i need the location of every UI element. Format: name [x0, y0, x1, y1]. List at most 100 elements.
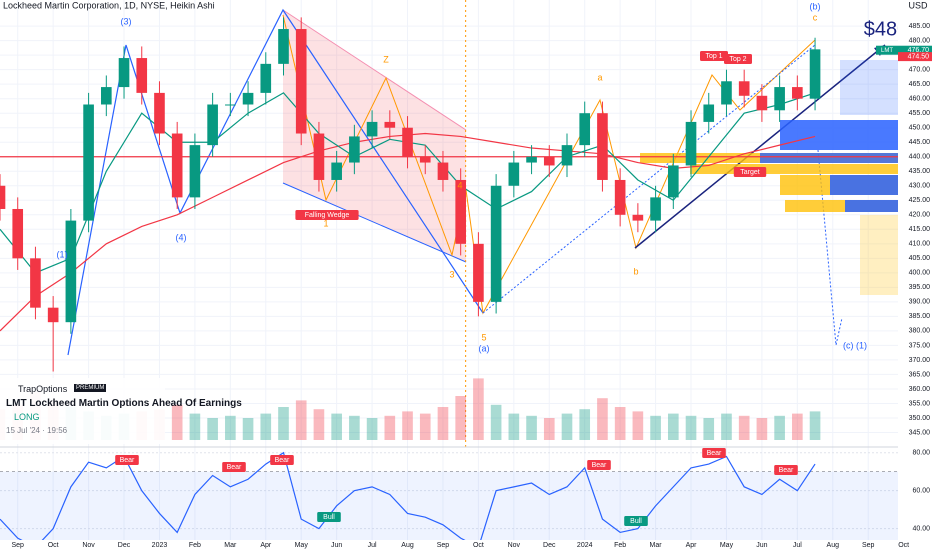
x-tick-label: Apr: [260, 542, 272, 549]
candle-body: [419, 156, 431, 163]
y-tick-label: 435.00: [909, 168, 931, 175]
grid: [0, 0, 905, 540]
volume-bar: [756, 418, 768, 440]
annotation: 4: [457, 180, 462, 190]
tag: Bear: [779, 467, 794, 474]
candle-body: [331, 162, 342, 180]
idea-author: TrapOptions: [18, 384, 68, 394]
y-tick-label: 440.00: [909, 154, 931, 161]
x-tick-label: Oct: [898, 542, 909, 549]
y-tick-label: 465.00: [909, 81, 931, 88]
volume-bar: [774, 415, 785, 440]
annotation: (1): [57, 249, 68, 259]
candle-body: [597, 113, 608, 180]
candle-body: [225, 104, 236, 106]
x-tick-label: 2024: [577, 542, 593, 549]
y-tick-label: 470.00: [909, 67, 931, 74]
x-tick-label: Dec: [118, 542, 131, 549]
tag: Bear: [707, 450, 722, 457]
y-tick-label: 350.00: [909, 415, 931, 422]
x-tick-label: May: [295, 542, 309, 549]
candle-body: [366, 121, 378, 137]
volume-bar: [189, 413, 201, 440]
candle-body: [30, 258, 41, 308]
x-tick-label: Mar: [650, 542, 663, 549]
candle-body: [83, 104, 94, 221]
symbol-tag: LMT: [881, 48, 893, 54]
candle-body: [136, 58, 148, 93]
candle-body: [738, 81, 750, 96]
volume-bar: [313, 409, 325, 440]
candle-body: [384, 121, 396, 128]
x-tick-label: Sep: [437, 542, 450, 549]
candle-body: [0, 185, 6, 209]
tag-bg: [270, 455, 294, 465]
candle-body: [295, 29, 307, 134]
x-tick-label: Mar: [224, 542, 237, 549]
tag: Bear: [592, 462, 607, 469]
tag: Bear: [227, 464, 242, 471]
volume-bar: [278, 407, 289, 440]
x-tick-label: Jul: [368, 542, 377, 549]
y-tick-label: 410.00: [909, 241, 931, 248]
y-tick-label: 395.00: [909, 284, 931, 291]
annotation: a: [597, 72, 602, 82]
volume-bar: [792, 413, 803, 440]
y-tick-label: 425.00: [909, 197, 931, 204]
y-tick-label: 400.00: [909, 270, 931, 277]
candle-body: [260, 63, 272, 93]
volume-bar: [171, 404, 183, 440]
volume-bar: [242, 418, 254, 440]
volume-profile: [640, 60, 898, 295]
candle-body: [543, 156, 555, 166]
y-tick-label: 370.00: [909, 357, 931, 364]
annotation: 3: [449, 269, 454, 279]
tag: Bull: [630, 518, 642, 525]
y-tick-label: 380.00: [909, 328, 931, 335]
volume-bar: [650, 415, 661, 440]
tag-bg: [587, 460, 611, 470]
candle-body: [437, 162, 449, 180]
idea-direction: LONG: [14, 412, 40, 422]
wedge-line: [282, 9, 467, 131]
y-tick-label: 405.00: [909, 255, 931, 262]
annotation: 5: [481, 332, 486, 342]
candle-body: [455, 179, 466, 244]
x-tick-label: Jul: [793, 542, 802, 549]
candle-body: [242, 92, 254, 105]
price-tag-bg: [898, 52, 932, 62]
y-tick-label: 360.00: [909, 386, 931, 393]
candle-body: [703, 104, 715, 122]
volume-bar: [437, 407, 449, 440]
rsi-tick-label: 40.00: [912, 525, 930, 532]
volume-bar: [419, 413, 431, 440]
candle-body: [278, 29, 289, 64]
x-tick-label: Nov: [82, 542, 95, 549]
candle-body: [685, 121, 697, 166]
x-tick-label: Jun: [331, 542, 342, 549]
volume-bar: [473, 378, 484, 440]
tag-bg: [774, 465, 798, 475]
candle-body: [402, 127, 413, 157]
candle-body: [313, 133, 325, 180]
volume-bar: [384, 415, 396, 440]
x-tick-label: Sep: [11, 542, 24, 549]
candle-body: [650, 197, 661, 221]
volume-bar: [331, 413, 342, 440]
tag: Top 1: [705, 53, 722, 60]
x-tick-label: Apr: [686, 542, 698, 549]
rsi-tick-label: 80.00: [912, 450, 930, 457]
volume-bar: [490, 404, 502, 440]
tag: Top 2: [729, 56, 746, 63]
y-tick-label: 385.00: [909, 313, 931, 320]
candle-body: [632, 214, 644, 221]
annotation: (c) (1): [843, 340, 867, 350]
annotation: 1: [323, 218, 328, 228]
tag-bg: [222, 462, 246, 472]
tag-bg: [317, 512, 341, 522]
candle-body: [561, 145, 573, 166]
idea-widget[interactable]: TrapOptions PREMIUM LMT Lockheed Martin …: [0, 378, 242, 444]
axis-bg: [898, 0, 932, 540]
y-tick-label: 485.00: [909, 23, 931, 30]
